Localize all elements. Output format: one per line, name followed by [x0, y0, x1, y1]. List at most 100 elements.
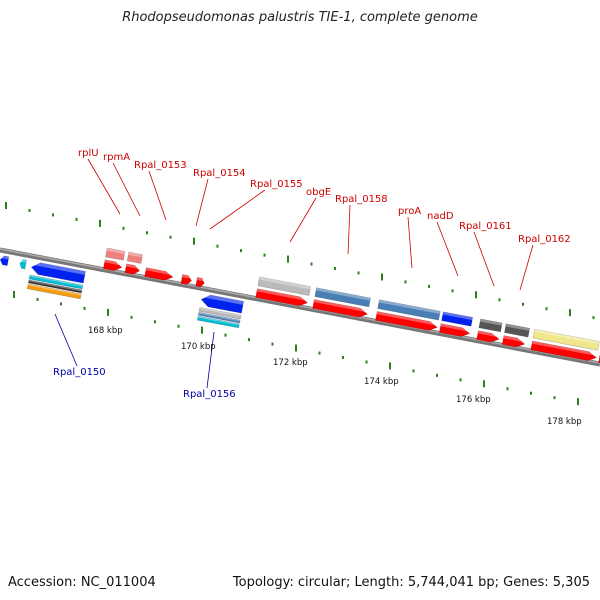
gene-Rpal_0153-arrow	[144, 267, 174, 281]
gene-Rpal_0150-arrow	[30, 262, 86, 284]
gene-Rpal_0162-arrow-shine	[503, 335, 526, 343]
gene-Rpal_0150-cyan	[28, 274, 84, 290]
gene-Rpal_0158-arrow	[312, 299, 369, 318]
callout-Rpal_0156	[206, 331, 215, 389]
bottom-ruler-tick	[83, 306, 86, 310]
gene-rpmA-arrow-shine	[126, 263, 141, 270]
top-ruler-tick	[357, 271, 360, 275]
scale-label: 170 kbp	[181, 342, 216, 352]
gene-Rpal_0155-arrow	[195, 276, 205, 288]
gene-obgE-arrow	[255, 288, 309, 307]
map-title: Rhodopseudomonas palustris TIE-1, comple…	[122, 10, 478, 25]
gene-Rpal_0161-arrow	[476, 330, 500, 343]
top-ruler-tick	[240, 249, 242, 253]
gene-Rpal_0156-cyan	[197, 315, 240, 329]
scale-label: 178 kbp	[547, 417, 582, 427]
gene-Rpal_0150-arrow-shine	[31, 261, 86, 275]
bottom-ruler-tick	[553, 396, 556, 400]
callout-Rpal_0153	[148, 170, 167, 221]
gene-label-Rpal_0155: Rpal_0155	[250, 179, 303, 190]
gene-rpmA-box	[126, 251, 143, 264]
gene-label-Rpal_0161: Rpal_0161	[459, 221, 512, 232]
gene-label-Rpal_0162: Rpal_0162	[518, 234, 571, 245]
bottom-ruler-tick	[506, 387, 509, 391]
callout-Rpal_0161	[473, 231, 495, 287]
gene-left-small	[0, 255, 10, 266]
bottom-ruler-tick	[201, 326, 203, 334]
bottom-ruler-tick	[459, 378, 462, 382]
top-ruler-tick	[99, 219, 101, 227]
gene-label-Rpal_0153: Rpal_0153	[134, 160, 187, 171]
gene-proA-box-shine	[378, 299, 441, 314]
gene-Rpal_0150-orange	[26, 283, 82, 300]
bottom-ruler-tick	[271, 342, 274, 346]
gene-nadD-arrow-shine	[440, 323, 471, 332]
gene-Rpal_0161-arrow-shine	[477, 330, 500, 338]
gene-nadD-box	[441, 311, 474, 327]
gene-Rpal_0156-grey-shine	[199, 307, 242, 317]
gene-label-rplU: rplU	[78, 148, 99, 159]
gene-olive-arrow	[598, 353, 600, 366]
gene-Rpal_0156-grey	[198, 306, 242, 320]
gene-labels-bottom: Rpal_0150 Rpal_0156	[53, 367, 236, 400]
gene-obgE-box	[257, 276, 311, 296]
gene-Rpal_0156-steel	[197, 311, 241, 324]
gene-nadD-box-shine	[442, 311, 473, 321]
gene-label-obgE: obgE	[306, 187, 331, 198]
scale-label: 172 kbp	[273, 358, 308, 368]
gene-Rpal_0153-arrow-shine	[145, 267, 174, 276]
gene-Rpal_0156-arrow-shine	[201, 293, 244, 305]
gene-label-proA: proA	[398, 206, 421, 217]
bottom-ruler-tick	[577, 398, 579, 406]
callout-Rpal_0154	[195, 178, 209, 227]
top-ruler-tick	[146, 231, 148, 235]
top-ruler-tick	[498, 298, 501, 302]
top-ruler-tick	[193, 237, 195, 245]
gene-Rpal_0150-orange-shine	[27, 283, 82, 296]
gene-Rpal_0150-dark-shine	[28, 279, 82, 292]
gene-label-Rpal_0156: Rpal_0156	[183, 389, 236, 400]
accession-label: Accession: NC_011004	[8, 575, 156, 590]
gene-rplU-arrow-shine	[104, 259, 123, 266]
top-ruler-tick	[5, 202, 7, 209]
callout-Rpal_0155	[209, 189, 266, 230]
top-ruler-tick	[404, 280, 407, 284]
bottom-ruler-tick	[224, 333, 227, 337]
bottom-ruler-tick	[177, 324, 180, 328]
top-ruler-tick	[428, 284, 430, 288]
callout-obgE	[289, 197, 317, 243]
gene-label-rpmA: rpmA	[103, 152, 130, 163]
scale-labels: 168 kbp 170 kbp 172 kbp 174 kbp 176 kbp 178 k…	[88, 326, 582, 427]
bottom-ruler-tick	[483, 380, 485, 388]
bottom-ruler-tick	[60, 302, 62, 306]
gene-yellow-arrow	[530, 340, 597, 361]
top-ruler-tick	[334, 267, 336, 271]
genome-backbone	[0, 247, 600, 367]
top-ruler-tick	[122, 226, 125, 230]
gene-Rpal_0161-box	[478, 318, 503, 333]
top-ruler-tick	[522, 302, 524, 306]
scale-label: 174 kbp	[364, 377, 399, 387]
bottom-ruler-tick	[365, 360, 368, 364]
gene-label-Rpal_0158: Rpal_0158	[335, 194, 388, 205]
bottom-ruler-tick	[36, 297, 39, 301]
bottom-ruler-tick	[342, 356, 344, 360]
gene-Rpal_0154-arrow	[180, 274, 193, 285]
gene-features	[0, 247, 600, 366]
gene-frame	[0, 247, 600, 366]
top-ruler-tick	[169, 235, 172, 239]
top-ruler-tick	[287, 255, 289, 263]
gene-Rpal_0156-steel-shine	[198, 312, 241, 322]
callout-Rpal_0162	[519, 244, 534, 291]
top-ruler-tick	[310, 262, 313, 266]
bottom-ruler-tick	[248, 338, 250, 342]
gene-rpmA-box-shine	[128, 252, 143, 258]
top-ruler-tick	[451, 289, 454, 293]
bottom-ruler-tick	[436, 373, 438, 377]
label-callouts	[54, 158, 534, 389]
gene-rplU-box	[105, 247, 126, 261]
bottom-ruler-tick	[412, 369, 415, 373]
bottom-ruler-tick	[318, 351, 321, 355]
gene-proA-arrow-shine	[376, 311, 439, 326]
